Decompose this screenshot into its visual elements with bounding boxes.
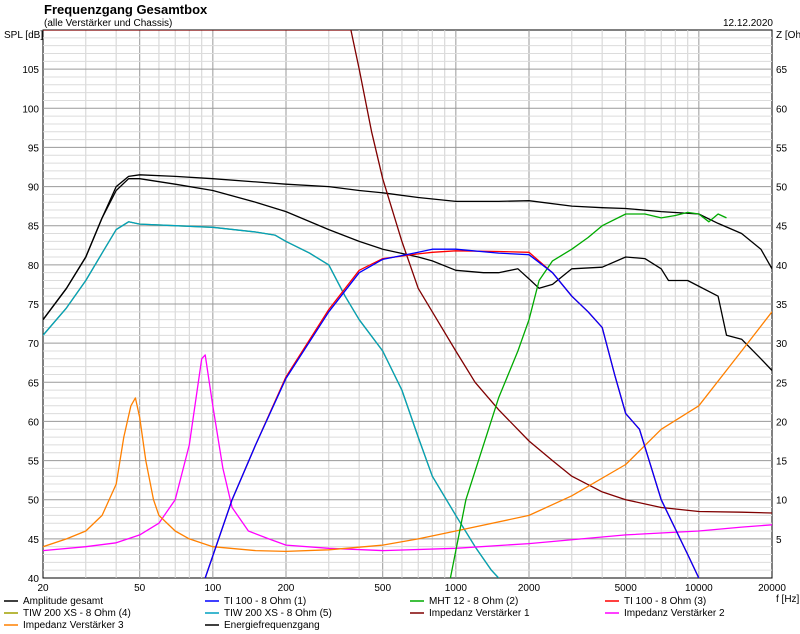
y-tick-label-right: 5 [776, 535, 782, 546]
x-tick-label: 5000 [615, 583, 638, 594]
y-tick-label-left: 55 [28, 457, 40, 468]
y-tick-label-right: 25 [776, 378, 788, 389]
y-axis-left-label: SPL [dB] [4, 30, 43, 41]
chart-subtitle: (alle Verstärker und Chassis) [44, 18, 172, 29]
y-tick-label-left: 90 [28, 183, 40, 194]
x-tick-label: 500 [374, 583, 391, 594]
y-tick-label-left: 85 [28, 222, 40, 233]
y-tick-label-left: 95 [28, 143, 40, 154]
legend-entry: TIW 200 XS - 8 Ohm (4) [23, 608, 131, 619]
series-line-10 [43, 178, 772, 371]
y-tick-label-left: 40 [28, 574, 40, 585]
legend-entry: Impedanz Verstärker 2 [624, 608, 725, 619]
legend-entry: TI 100 - 8 Ohm (1) [224, 596, 306, 607]
y-tick-label-left: 65 [28, 378, 40, 389]
x-tick-label: 1000 [445, 583, 468, 594]
y-tick-label-left: 60 [28, 417, 40, 428]
y-tick-label-right: 65 [776, 65, 788, 76]
x-tick-label: 20 [37, 583, 49, 594]
x-tick-label: 200 [278, 583, 295, 594]
x-tick-label: 20000 [758, 583, 786, 594]
x-tick-label: 50 [134, 583, 146, 594]
legend-entry: Amplitude gesamt [23, 596, 103, 607]
curves [43, 30, 772, 578]
y-tick-label-left: 70 [28, 339, 40, 350]
y-tick-label-right: 30 [776, 339, 788, 350]
legend-entry: Impedanz Verstärker 3 [23, 620, 124, 631]
chart-date: 12.12.2020 [723, 18, 773, 29]
y-tick-label-right: 55 [776, 143, 788, 154]
y-tick-label-right: 20 [776, 417, 788, 428]
y-tick-label-left: 50 [28, 496, 40, 507]
y-tick-label-right: 40 [776, 261, 788, 272]
series-line-9 [43, 311, 772, 553]
x-tick-label: 10000 [685, 583, 713, 594]
y-tick-label-left: 100 [22, 104, 39, 115]
y-tick-label-left: 45 [28, 535, 40, 546]
y-tick-label-right: 50 [776, 183, 788, 194]
y-tick-label-right: 10 [776, 496, 788, 507]
y-tick-label-left: 80 [28, 261, 40, 272]
legend-entry: Energiefrequenzgang [224, 620, 320, 631]
y-tick-label-right: 15 [776, 457, 788, 468]
legend: Amplitude gesamt TI 100 - 8 Ohm (1) MHT 12… [4, 596, 725, 631]
legend-entry: Impedanz Verstärker 1 [429, 608, 530, 619]
series-line-6 [43, 221, 500, 578]
y-tick-label-right: 45 [776, 222, 788, 233]
x-tick-label: 2000 [518, 583, 541, 594]
y-axis-right-label: Z [Ohm] [776, 30, 800, 41]
series-line-7 [43, 30, 772, 514]
legend-entry: TIW 200 XS - 8 Ohm (5) [224, 608, 332, 619]
legend-entry: TI 100 - 8 Ohm (3) [624, 596, 706, 607]
y-tick-label-left: 105 [22, 65, 39, 76]
tick-labels: 20 50 100 200 500 1000 2000 5000 10000 20000 40 45 5… [22, 65, 787, 594]
series-line-2 [204, 248, 700, 578]
legend-entry: MHT 12 - 8 Ohm (2) [429, 596, 518, 607]
series-line-3 [449, 211, 727, 578]
chart-title: Frequenzgang Gesamtbox [44, 2, 208, 17]
x-tick-label: 100 [205, 583, 222, 594]
y-tick-label-right: 35 [776, 300, 788, 311]
y-tick-label-left: 75 [28, 300, 40, 311]
x-axis-label: f [Hz] [776, 594, 800, 605]
y-tick-label-right: 60 [776, 104, 788, 115]
series-line-8 [43, 354, 772, 552]
